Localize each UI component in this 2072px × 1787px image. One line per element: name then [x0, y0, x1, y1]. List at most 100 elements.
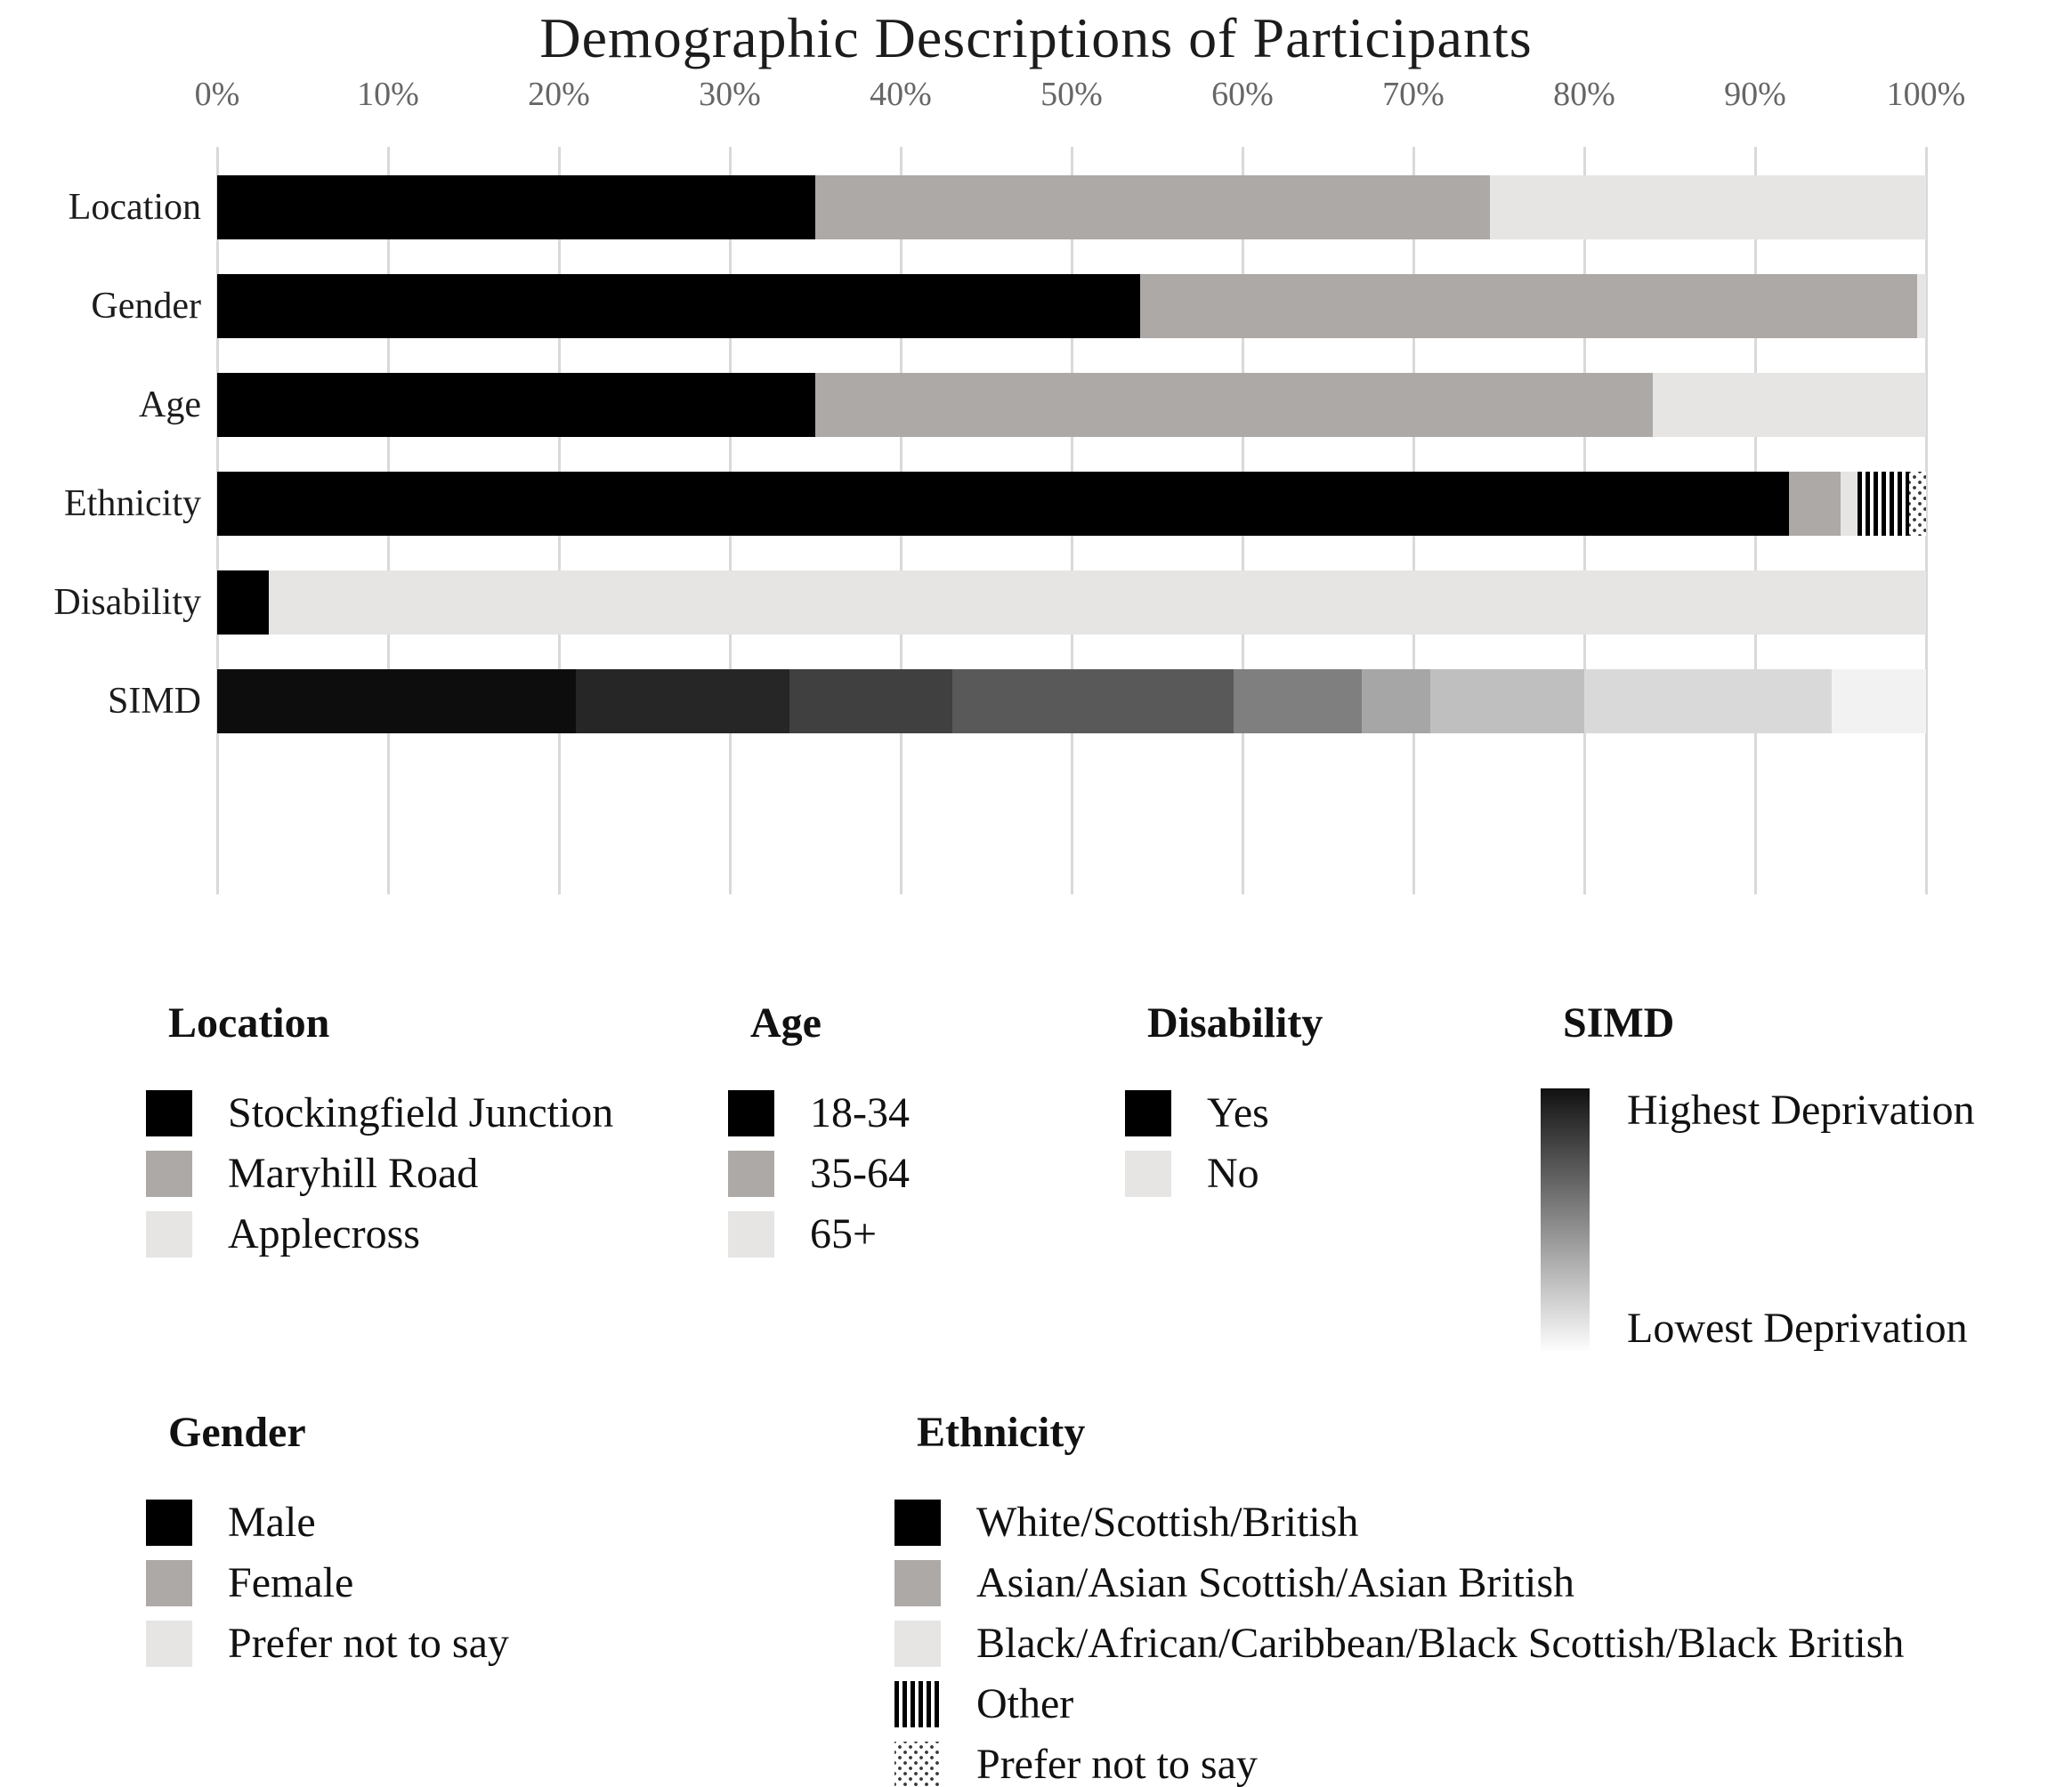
legend-label-female: Female — [228, 1559, 354, 1606]
bar-segment-disability-yes — [217, 570, 269, 635]
gridline — [1924, 147, 1928, 894]
bar-segment-location-stockingfield-junction — [217, 175, 815, 239]
legend-swatch-asian-asian-scottish-asian-british — [894, 1559, 941, 1606]
legend-label-prefer-not-to-say: Prefer not to say — [228, 1620, 509, 1667]
legend-label-prefer-not-to-say: Prefer not to say — [976, 1741, 1258, 1787]
bar-segment-gender-prefer-not-to-say — [1917, 274, 1926, 338]
bar-row-disability — [217, 570, 1926, 635]
bar-segment-ethnicity-prefer-not-to-say — [1908, 472, 1926, 536]
bar-row-age — [217, 373, 1926, 437]
legend-swatch-applecross — [146, 1210, 192, 1257]
x-axis-tick-label: 70% — [1382, 76, 1445, 113]
x-axis-tick-label: 50% — [1040, 76, 1103, 113]
legend-label-18-34: 18-34 — [810, 1089, 910, 1136]
legend-item-65: 65+ — [728, 1209, 910, 1258]
bar-segment-location-maryhill-road — [815, 175, 1491, 239]
category-label-gender: Gender — [91, 286, 201, 327]
legend-swatch-prefer-not-to-say — [146, 1620, 192, 1667]
legend-swatch-no — [1125, 1150, 1171, 1197]
bar-segment-simd-8 — [1583, 669, 1833, 733]
legend-heading-location: Location — [168, 999, 330, 1047]
legend-item-asian-asian-scottish-asian-british: Asian/Asian Scottish/Asian British — [894, 1558, 1904, 1607]
legend-item-applecross: Applecross — [146, 1209, 613, 1258]
legend-swatch-yes — [1125, 1089, 1171, 1136]
simd-bottom-label: Lowest Deprivation — [1627, 1304, 1968, 1352]
bar-segment-location-applecross — [1490, 175, 1926, 239]
legend-section-simd: SIMD Highest Deprivation Lowest Deprivatio… — [1541, 999, 1975, 1351]
bar-segment-ethnicity-other — [1858, 472, 1909, 536]
legend-section-ethnicity: Ethnicity White/Scottish/British Asian/Asi… — [894, 1408, 1904, 1787]
x-axis-tick-label: 30% — [699, 76, 761, 113]
bar-segment-age-65 — [1652, 373, 1926, 437]
bar-segment-gender-female — [1139, 274, 1918, 338]
legend-item-white-scottish-british: White/Scottish/British — [894, 1498, 1904, 1547]
legend-label-35-64: 35-64 — [810, 1150, 910, 1197]
chart-title: Demographic Descriptions of Participants — [539, 6, 1533, 69]
legend-label-applecross: Applecross — [228, 1210, 420, 1257]
legend-label-stockingfield-junction: Stockingfield Junction — [228, 1089, 614, 1136]
legend-item-18-34: 18-34 — [728, 1088, 910, 1137]
legend-label-white-scottish-british: White/Scottish/British — [976, 1499, 1359, 1546]
category-label-location: Location — [68, 187, 201, 228]
legend-swatch-65 — [728, 1210, 774, 1257]
legend-label-male: Male — [228, 1499, 316, 1546]
legend-section-age: Age 18-34 35-64 65+ — [728, 999, 910, 1270]
bar-segment-simd-4 — [951, 669, 1234, 733]
legend-item-35-64: 35-64 — [728, 1149, 910, 1198]
legend-swatch-black-african-caribbean-black-scottish-black-british — [894, 1620, 941, 1667]
bar-segment-simd-7 — [1430, 669, 1584, 733]
bar-segment-disability-no — [268, 570, 1926, 635]
x-axis-tick-label: 10% — [357, 76, 419, 113]
legend-swatch-stockingfield-junction — [146, 1089, 192, 1136]
legend-swatch-female — [146, 1559, 192, 1606]
bar-row-gender — [217, 274, 1926, 338]
bar-row-location — [217, 175, 1926, 239]
legend-swatch-18-34 — [728, 1089, 774, 1136]
legend-swatch-dots-icon — [894, 1741, 941, 1787]
legend-item-other: Other — [894, 1679, 1904, 1728]
legend-heading-disability: Disability — [1147, 999, 1323, 1047]
legend-label-maryhill-road: Maryhill Road — [228, 1150, 479, 1197]
legend-swatch-35-64 — [728, 1150, 774, 1197]
x-axis-tick-label: 100% — [1886, 76, 1966, 113]
category-label-disability: Disability — [53, 582, 201, 623]
x-axis-tick-label: 80% — [1553, 76, 1615, 113]
x-axis-tick-label: 90% — [1724, 76, 1786, 113]
legend-section-gender: Gender Male Female Prefer not to say — [146, 1408, 509, 1679]
legend-item-no: No — [1125, 1149, 1323, 1198]
simd-gradient-bar — [1541, 1088, 1590, 1351]
legend-item-prefer-not-to-say: Prefer not to say — [146, 1619, 509, 1668]
simd-scale: Highest Deprivation Lowest Deprivation — [1541, 1088, 1975, 1351]
legend-section-location: Location Stockingfield Junction Maryhill R… — [146, 999, 613, 1270]
bar-segment-simd-1 — [217, 669, 577, 733]
bar-segment-simd-3 — [789, 669, 952, 733]
legend-label-yes: Yes — [1207, 1089, 1269, 1136]
bar-segment-ethnicity-asian-asian-scottish-asian-british — [1789, 472, 1841, 536]
legend-section-disability: Disability Yes No — [1125, 999, 1323, 1209]
legend-item-black-african-caribbean-black-scottish-black-british: Black/African/Caribbean/Black Scottish/B… — [894, 1619, 1904, 1668]
simd-top-label: Highest Deprivation — [1627, 1087, 1975, 1134]
legend-swatch-maryhill-road — [146, 1150, 192, 1197]
legend-label-other: Other — [976, 1680, 1074, 1727]
legend-swatch-white-scottish-british — [894, 1499, 941, 1546]
x-axis-tick-label: 20% — [528, 76, 590, 113]
legend-heading-gender: Gender — [168, 1409, 306, 1456]
bar-segment-ethnicity-black-african-caribbean-black-scottish-black-british — [1840, 472, 1858, 536]
bar-row-simd — [217, 669, 1926, 733]
legend-heading-age: Age — [750, 999, 822, 1047]
bar-segment-simd-6 — [1362, 669, 1431, 733]
bar-segment-simd-9 — [1832, 669, 1926, 733]
legend-item-yes: Yes — [1125, 1088, 1323, 1137]
simd-scale-labels: Highest Deprivation Lowest Deprivation — [1627, 1088, 1975, 1351]
legend-swatch-stripes-icon — [894, 1680, 941, 1727]
legend-item-stockingfield-junction: Stockingfield Junction — [146, 1088, 613, 1137]
legend-heading-ethnicity: Ethnicity — [917, 1409, 1086, 1456]
bar-segment-age-18-34 — [217, 373, 815, 437]
legend-label-no: No — [1207, 1150, 1259, 1197]
bar-segment-ethnicity-white-scottish-british — [217, 472, 1790, 536]
bar-segment-gender-male — [217, 274, 1140, 338]
legend-item-maryhill-road: Maryhill Road — [146, 1149, 613, 1198]
x-axis-tick-label: 60% — [1211, 76, 1274, 113]
legend-label-asian-asian-scottish-asian-british: Asian/Asian Scottish/Asian British — [976, 1559, 1574, 1606]
